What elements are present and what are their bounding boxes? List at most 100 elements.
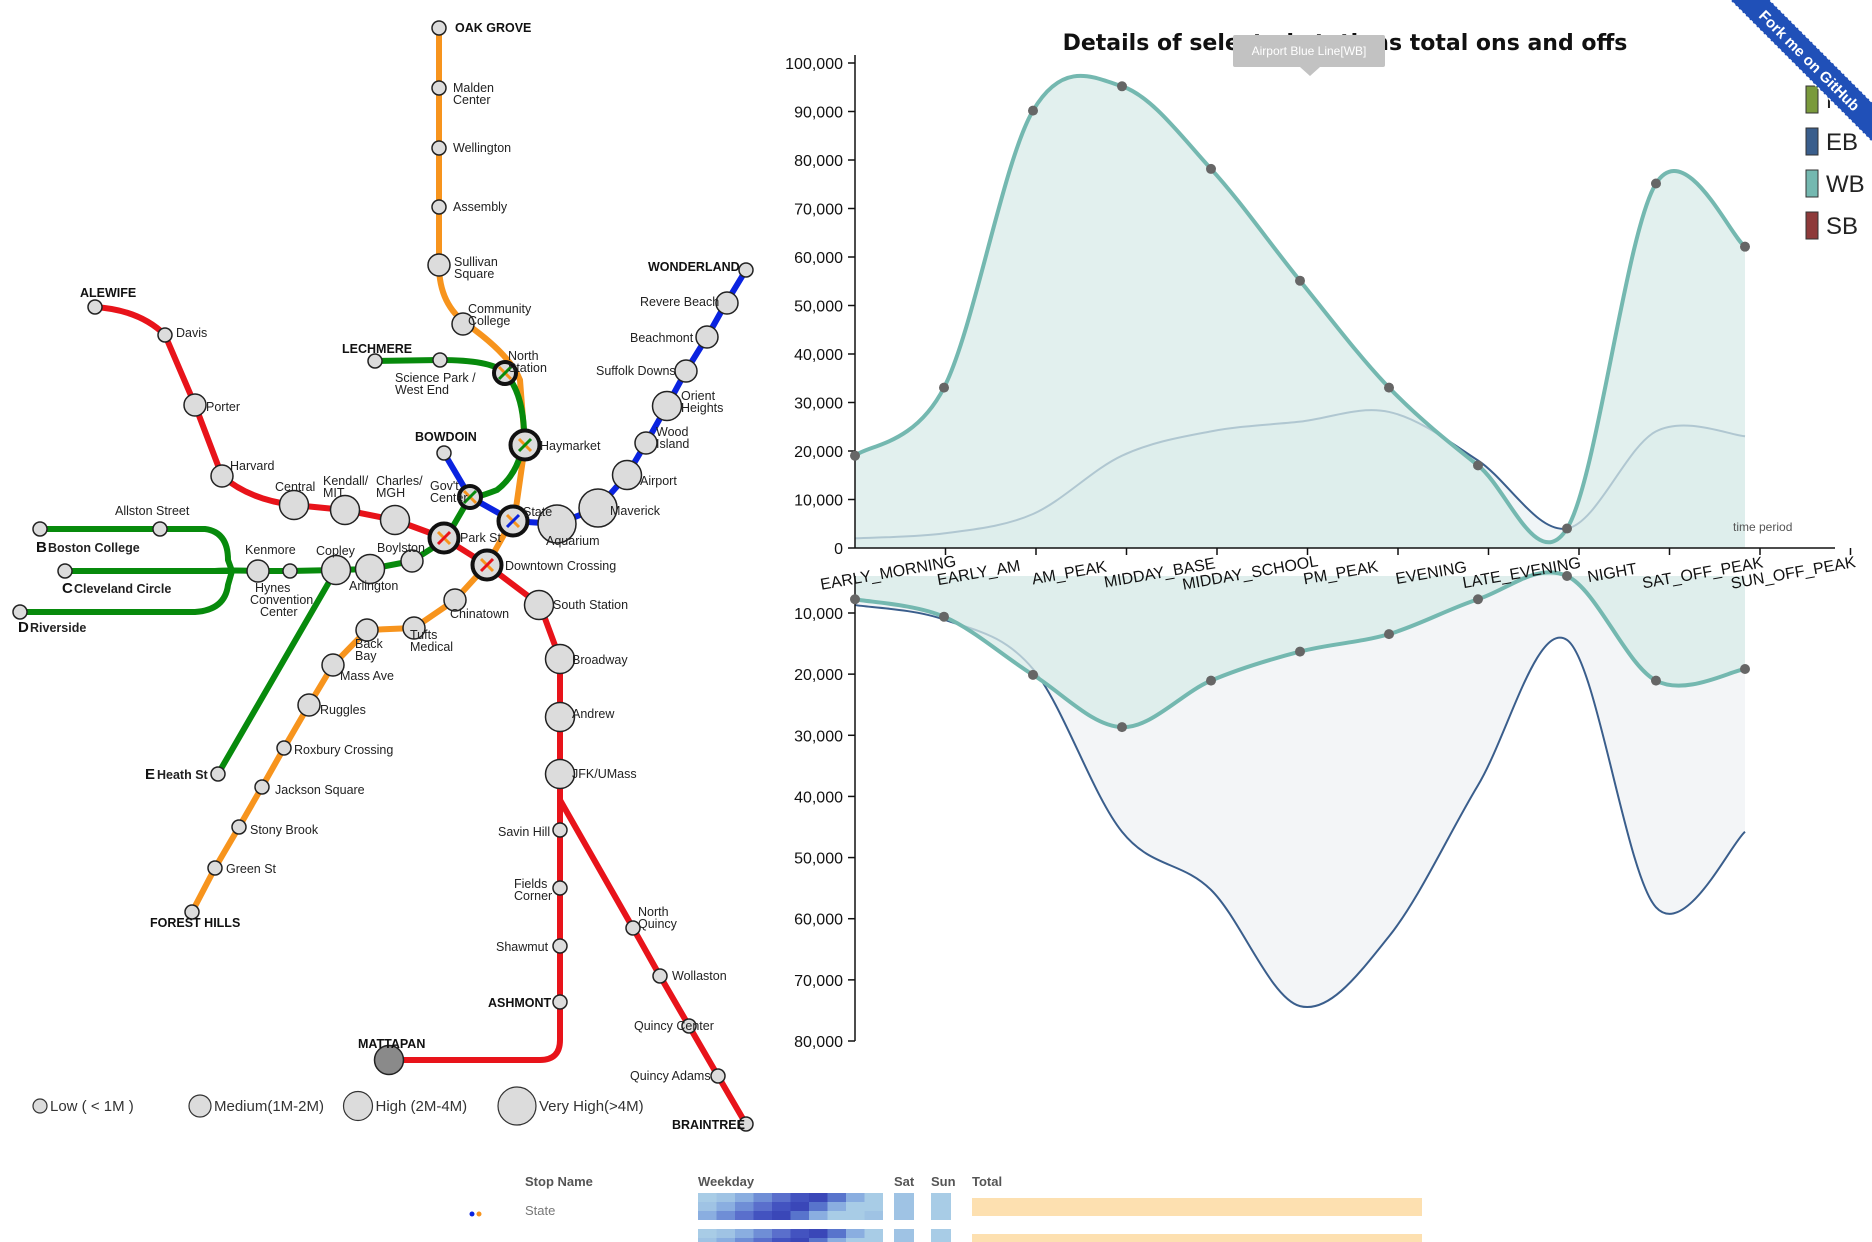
station-beachmont[interactable]: [695, 325, 719, 349]
station-davis[interactable]: [157, 327, 173, 343]
station-riverside[interactable]: [12, 604, 28, 620]
station-hynes[interactable]: [282, 563, 298, 579]
station-ruggles[interactable]: [297, 693, 321, 717]
station-fields[interactable]: [552, 880, 568, 896]
station-boston-college[interactable]: [32, 521, 48, 537]
point-offs-wb-midday-base[interactable]: [1117, 722, 1127, 733]
station-kendall[interactable]: [329, 494, 361, 526]
point-ons-wb-midday-school[interactable]: [1206, 163, 1216, 174]
station-lechmere[interactable]: [367, 353, 383, 369]
point-ons-wb-late-evening[interactable]: [1473, 460, 1483, 471]
station-name: WONDERLAND: [648, 260, 740, 274]
point-offs-wb-midday-school[interactable]: [1206, 675, 1216, 686]
station-label-south-station: South Station: [553, 598, 628, 612]
point-ons-wb-am-peak[interactable]: [1028, 105, 1038, 116]
station-bowdoin[interactable]: [436, 445, 452, 461]
station-assembly[interactable]: [431, 199, 447, 215]
area-ons-wb[interactable]: [855, 75, 1745, 549]
station-south-station[interactable]: [523, 589, 555, 621]
station-wood[interactable]: [634, 431, 658, 455]
station-name: Maverick: [610, 504, 661, 518]
station-name: Cleveland Circle: [74, 582, 171, 596]
point-offs-wb-sat-off-peak[interactable]: [1651, 675, 1661, 686]
point-offs-wb-sun-off-peak[interactable]: [1740, 664, 1750, 674]
station-revere[interactable]: [715, 291, 739, 315]
station-wellington[interactable]: [431, 140, 447, 156]
point-offs-wb-night[interactable]: [1562, 571, 1572, 581]
station-mass-ave[interactable]: [321, 653, 345, 677]
table-row[interactable]: State: [469, 1203, 556, 1218]
station-arlington[interactable]: [354, 553, 386, 585]
point-ons-wb-night[interactable]: [1562, 523, 1572, 534]
point-offs-wb-am-peak[interactable]: [1028, 669, 1038, 680]
station-label-braintree: BRAINTREE: [672, 1118, 745, 1132]
station-airport[interactable]: [611, 459, 643, 491]
station-charles[interactable]: [379, 504, 411, 536]
point-ons-wb-early-am[interactable]: [939, 382, 949, 393]
heatmap-cell: [846, 1229, 865, 1238]
station-forest-hills[interactable]: [184, 904, 200, 920]
point-ons-wb-pm-peak[interactable]: [1295, 275, 1305, 286]
ribbon-band[interactable]: [1721, 0, 1872, 149]
station-central[interactable]: [278, 489, 310, 521]
station-ashmont[interactable]: [552, 994, 568, 1010]
station-allston[interactable]: [152, 521, 168, 537]
station-aquarium[interactable]: [537, 504, 577, 544]
point-offs-wb-early-am[interactable]: [939, 611, 949, 622]
fork-me-ribbon[interactable]: Fork me on GitHub: [1721, 0, 1872, 149]
station-chinatown[interactable]: [443, 588, 467, 612]
point-ons-wb-sat-off-peak[interactable]: [1651, 178, 1661, 189]
station-alewife[interactable]: [87, 299, 103, 315]
station-wonderland[interactable]: [738, 262, 754, 278]
station-shawmut[interactable]: [552, 938, 568, 954]
station-maverick[interactable]: [578, 488, 618, 528]
station-boylston[interactable]: [400, 549, 424, 573]
station-name: Wood: [656, 425, 688, 439]
station-wollaston[interactable]: [652, 968, 668, 984]
station-science[interactable]: [432, 352, 448, 368]
station-suffolk[interactable]: [674, 359, 698, 383]
point-ons-wb-early-morning[interactable]: [850, 450, 860, 461]
point-offs-wb-late-evening[interactable]: [1473, 594, 1483, 605]
station-orient[interactable]: [651, 390, 683, 422]
station-kenmore[interactable]: [246, 559, 270, 583]
legend-item-sb[interactable]: SB: [1805, 211, 1858, 240]
station-heath[interactable]: [210, 766, 226, 782]
point-ons-wb-sun-off-peak[interactable]: [1740, 241, 1750, 252]
point-ons-wb-evening[interactable]: [1384, 382, 1394, 393]
point-offs-wb-early-morning[interactable]: [850, 594, 860, 605]
station-mattapan[interactable]: [373, 1044, 405, 1076]
station-stony[interactable]: [231, 819, 247, 835]
heatmap-cell: [790, 1229, 809, 1238]
legend-item-wb[interactable]: WB: [1805, 169, 1865, 198]
point-offs-wb-pm-peak[interactable]: [1295, 646, 1305, 657]
point-offs-wb-evening[interactable]: [1384, 629, 1394, 640]
legend-item-eb[interactable]: EB: [1805, 127, 1858, 156]
station-name: Assembly: [453, 200, 508, 214]
point-ons-wb-midday-base[interactable]: [1117, 81, 1127, 92]
station-tufts[interactable]: [402, 616, 426, 640]
station-andrew[interactable]: [544, 701, 576, 733]
station-copley[interactable]: [320, 554, 352, 586]
station-oak-grove[interactable]: [431, 20, 447, 36]
station-n-quincy[interactable]: [625, 920, 641, 936]
station-porter[interactable]: [183, 393, 207, 417]
station-harvard[interactable]: [210, 464, 234, 488]
station-back-bay[interactable]: [355, 618, 379, 642]
station-quincy-center[interactable]: [681, 1018, 697, 1034]
station-green-st[interactable]: [207, 860, 223, 876]
station-jackson[interactable]: [254, 779, 270, 795]
station-jfk[interactable]: [544, 758, 576, 790]
station-braintree[interactable]: [738, 1116, 754, 1132]
station-quincy-adams[interactable]: [710, 1068, 726, 1084]
station-community[interactable]: [451, 312, 475, 336]
station-broadway[interactable]: [544, 643, 576, 675]
station-malden[interactable]: [431, 80, 447, 96]
station-cleveland[interactable]: [57, 563, 73, 579]
station-name: Quincy Center: [634, 1019, 714, 1033]
station-sullivan[interactable]: [427, 253, 451, 277]
station-roxbury[interactable]: [276, 740, 292, 756]
station-savin[interactable]: [552, 822, 568, 838]
